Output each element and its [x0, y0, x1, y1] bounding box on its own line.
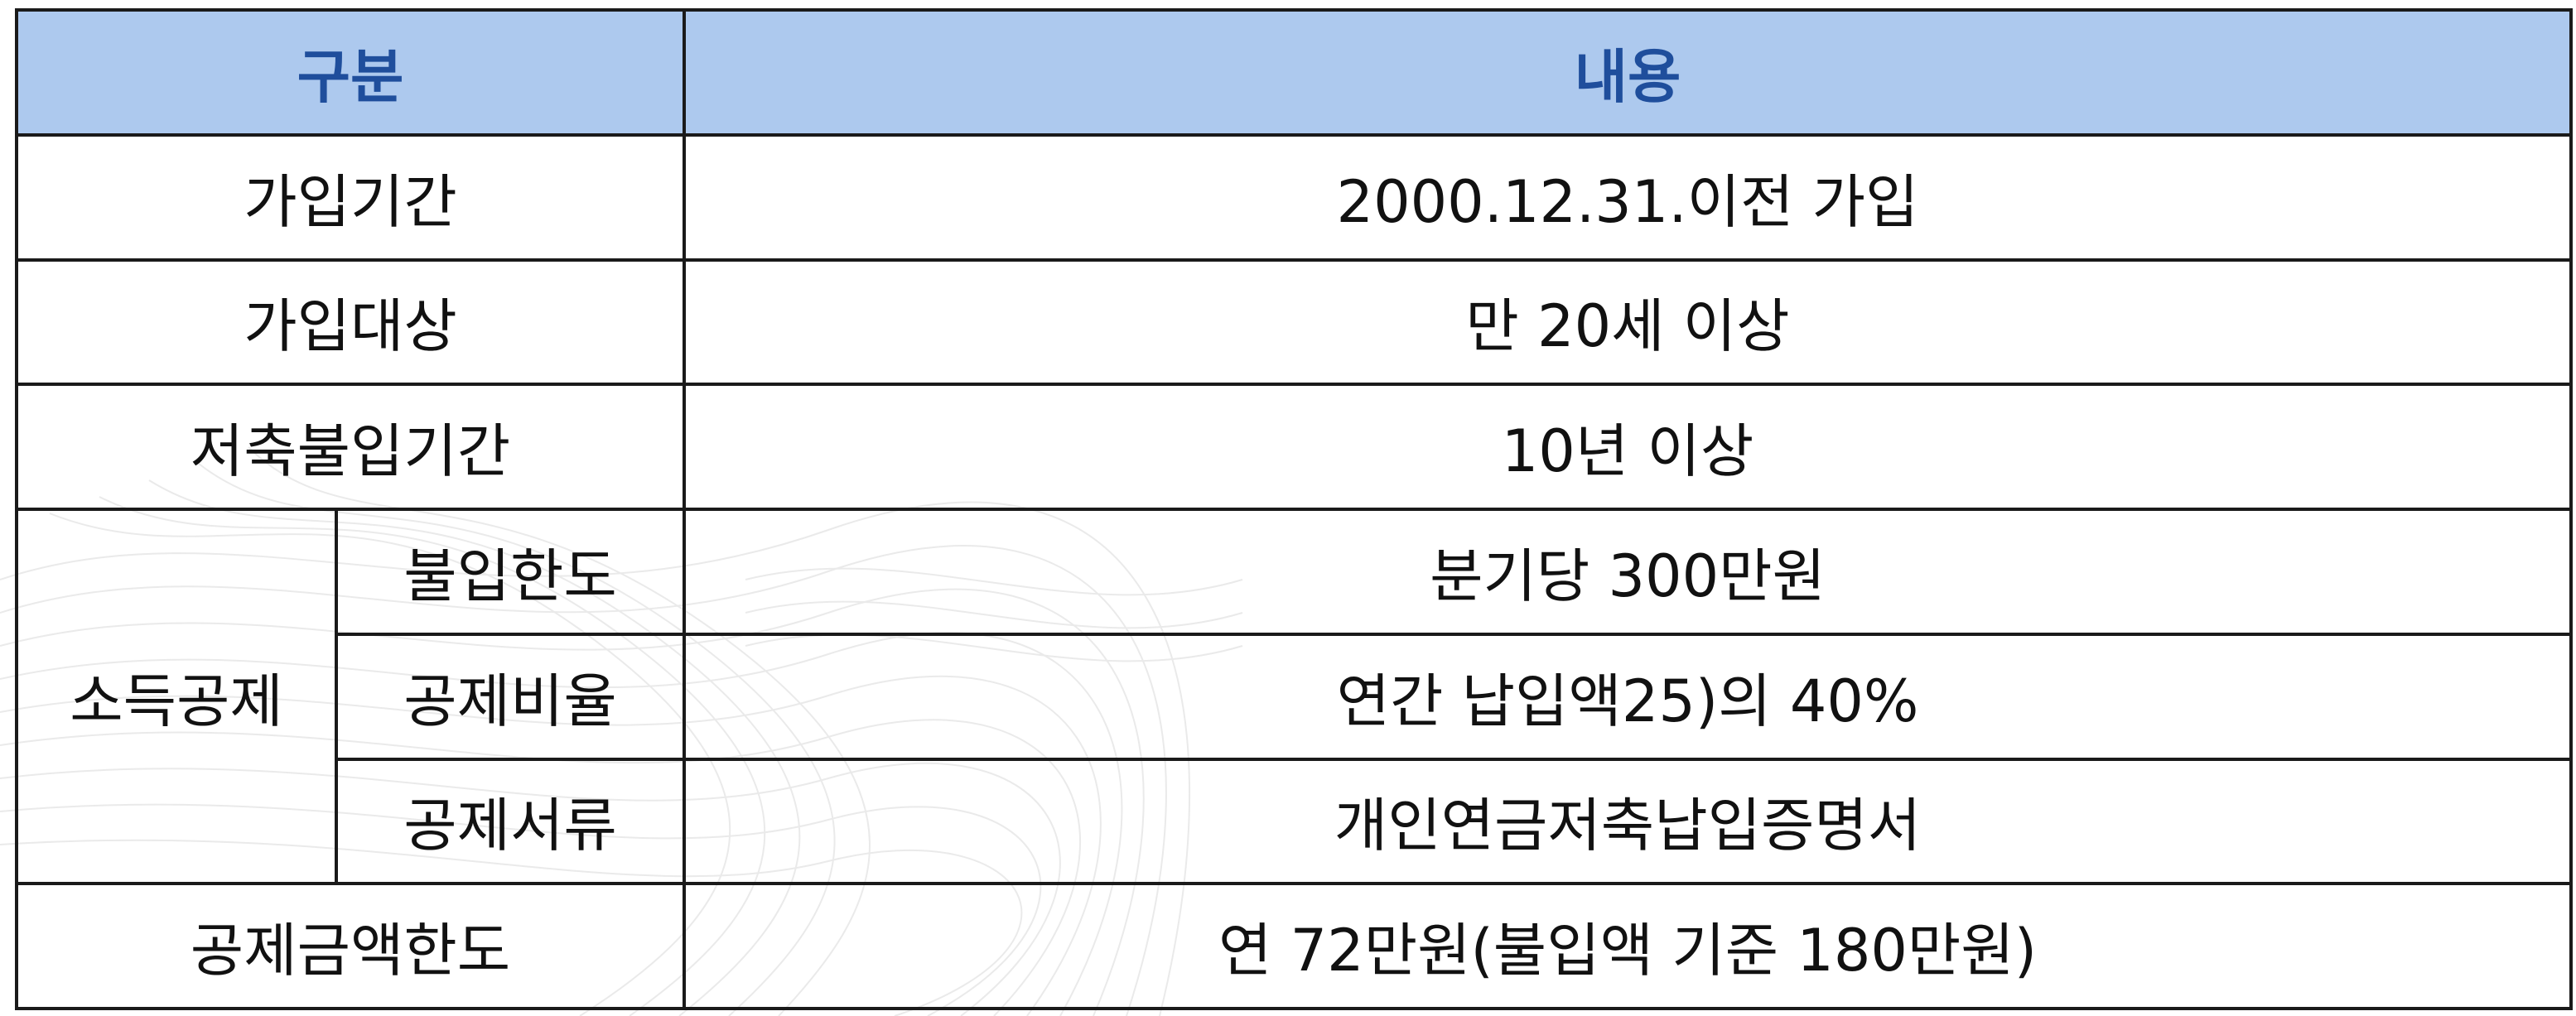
table-row: 공제금액한도 연 72만원(불입액 기준 180만원): [15, 882, 2573, 1010]
row-label: 저축불입기간: [15, 383, 686, 511]
row-value: 만 20세 이상: [683, 258, 2573, 387]
pension-info-table: 구분 내용 가입기간 2000.12.31.이전 가입 가입대상 만 20세 이…: [15, 8, 2573, 1010]
table-row: 가입기간 2000.12.31.이전 가입: [15, 132, 2573, 262]
group-label: 소득공제: [15, 507, 338, 886]
subrow-value: 분기당 300만원: [683, 508, 2573, 636]
table-row: 소득공제 불입한도 분기당 300만원: [15, 507, 2573, 886]
table-row: 가입대상 만 20세 이상: [15, 258, 2573, 387]
row-label: 공제금액한도: [15, 882, 686, 1010]
row-label: 가입기간: [15, 132, 686, 262]
row-label: 가입대상: [15, 258, 686, 387]
table-row: 공제서류 개인연금저축납입증명서: [17, 757, 2573, 886]
subrow-value: 연간 납입액25)의 40%: [683, 632, 2573, 761]
subrow-label: 불입한도: [335, 508, 686, 636]
header-category: 구분: [15, 8, 686, 137]
subrow-value: 개인연금저축납입증명서: [683, 757, 2573, 886]
subrow-label: 공제서류: [335, 757, 686, 886]
table-header-row: 구분 내용: [15, 8, 2573, 137]
table-row: 공제비율 연간 납입액25)의 40%: [17, 632, 2573, 761]
row-value: 2000.12.31.이전 가입: [683, 132, 2573, 262]
subrow-label: 공제비율: [335, 632, 686, 761]
row-value: 연 72만원(불입액 기준 180만원): [683, 882, 2573, 1010]
header-content: 내용: [683, 8, 2573, 137]
table-row: 저축불입기간 10년 이상: [15, 383, 2573, 511]
row-value: 10년 이상: [683, 383, 2573, 511]
